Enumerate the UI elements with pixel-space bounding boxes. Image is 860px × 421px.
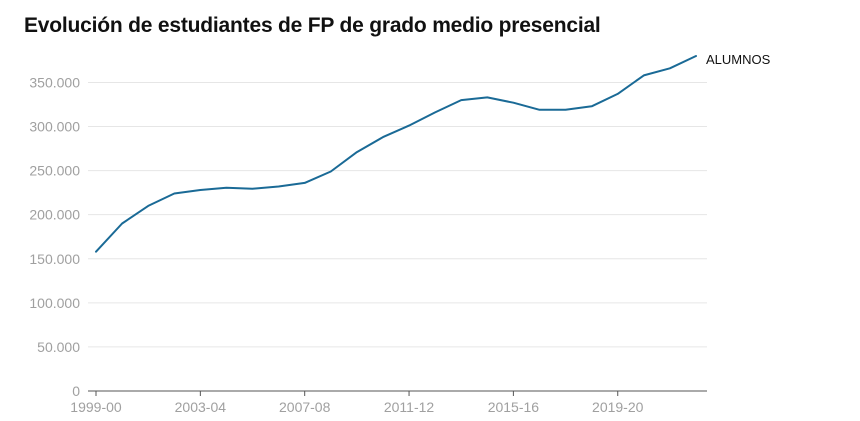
x-tick-label: 2011-12 — [384, 399, 435, 415]
x-tick-label: 2003-04 — [175, 399, 227, 415]
x-tick-label: 1999-00 — [70, 399, 122, 415]
y-axis-ticks: 0 50.000 100.000 150.000 200.000 250.000 300.0… — [29, 74, 80, 399]
y-tick-label: 200.000 — [29, 207, 80, 223]
series-lines: ALUMNOS — [95, 52, 771, 253]
y-tick-label: 100.000 — [29, 295, 80, 311]
x-axis: 1999-00 2003-04 2007-08 2011-12 2015-16 2019-… — [70, 390, 707, 415]
y-tick-label: 300.000 — [29, 119, 80, 135]
series-line-alumnos — [95, 55, 697, 253]
y-tick-label: 350.000 — [29, 74, 80, 90]
series-label: ALUMNOS — [706, 52, 771, 67]
x-tick-label: 2007-08 — [279, 399, 331, 415]
y-tick-label: 50.000 — [37, 339, 80, 355]
gridlines — [88, 81, 707, 348]
y-tick-label: 250.000 — [29, 163, 80, 179]
chart-title: Evolución de estudiantes de FP de grado … — [24, 14, 601, 37]
y-tick-label: 0 — [72, 383, 80, 399]
x-tick-label: 2019-20 — [592, 399, 644, 415]
x-tick-label: 2015-16 — [488, 399, 540, 415]
y-tick-label: 150.000 — [29, 251, 80, 267]
